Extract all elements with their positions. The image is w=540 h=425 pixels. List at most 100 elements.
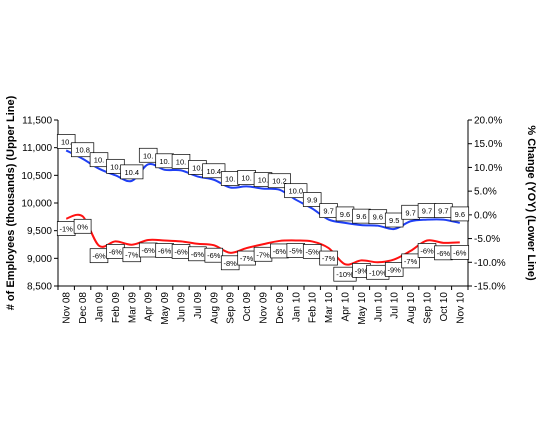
x-tick-label: Jul 09 [193, 292, 204, 319]
y-right-tick-label: -5.0% [474, 234, 500, 245]
svg-text:-6%: -6% [109, 247, 123, 256]
yoy-data-label: -6% [417, 243, 437, 258]
employees-data-label: 10.8 [71, 142, 95, 158]
svg-text:-6%: -6% [420, 246, 434, 255]
employees-data-label: 10. [56, 134, 76, 149]
employees-data-label: 10. [155, 153, 174, 169]
employees-line [65, 149, 461, 231]
yoy-data-label: -6% [155, 243, 174, 258]
employees-data-label: 9.6 [335, 206, 355, 222]
employees-data-label: 10.4 [120, 164, 144, 180]
svg-text:-7%: -7% [404, 257, 418, 266]
x-tick-label: Sep 09 [226, 292, 237, 324]
y-right-tick-label: 5.0% [474, 187, 497, 198]
yoy-data-label: -6% [434, 245, 453, 261]
svg-text:10.: 10. [143, 151, 153, 160]
svg-text:10.: 10. [225, 175, 235, 184]
y-left-tick-label: 9,500 [27, 226, 52, 237]
yoy-data-label: -6% [450, 245, 470, 260]
svg-text:-7%: -7% [240, 254, 254, 263]
svg-text:-6%: -6% [191, 250, 205, 259]
employees-data-label: 10. [220, 171, 240, 186]
y-right-tick-label: -15.0% [474, 282, 506, 293]
employees-data-label: 10. [138, 147, 158, 163]
x-tick-label: Jan 10 [291, 292, 302, 322]
svg-text:9.6: 9.6 [356, 212, 366, 221]
x-tick-label: Nov 08 [62, 292, 73, 324]
svg-text:10.4: 10.4 [206, 167, 221, 176]
y-left-tick-label: 10,000 [21, 199, 52, 210]
svg-text:-6%: -6% [142, 246, 156, 255]
y-right-tick-label: 0.0% [474, 210, 497, 221]
svg-text:10.: 10. [241, 173, 251, 182]
y-right-tick-label: 15.0% [474, 139, 502, 150]
y-left-tick-label: 11,000 [22, 143, 52, 154]
y-right-tick-label: -10.0% [474, 258, 506, 269]
yoy-data-label: -6% [171, 244, 191, 259]
svg-text:-7%: -7% [125, 251, 139, 260]
tick-labels: 8,500 9,000 9,500 10,000 10,500 11,000 11,500 -… [21, 116, 505, 325]
svg-text:-1%: -1% [60, 225, 74, 234]
employees-data-label: 9.5 [384, 212, 404, 228]
svg-text:10.: 10. [192, 163, 202, 172]
yoy-data-label: -7% [122, 247, 142, 263]
svg-text:10.: 10. [176, 157, 186, 166]
svg-text:10.8: 10.8 [75, 146, 90, 155]
employees-data-label: 9.6 [352, 208, 371, 224]
x-tick-label: May 10 [357, 292, 368, 325]
employees-data-label: 9.7 [401, 204, 420, 220]
x-tick-label: Jul 10 [390, 292, 401, 319]
svg-text:10.0: 10.0 [288, 187, 303, 196]
yoy-data-label: -5% [286, 243, 306, 258]
svg-text:-7%: -7% [322, 254, 336, 263]
svg-text:9.6: 9.6 [340, 210, 350, 219]
employees-data-label: 10. [89, 152, 109, 168]
yoy-data-label: -1% [56, 221, 76, 237]
svg-text:10.4: 10.4 [124, 168, 139, 177]
yoy-data-label: -5% [302, 244, 322, 259]
yoy-data-label: -6% [204, 247, 224, 263]
x-tick-label: Feb 09 [111, 292, 122, 324]
x-tick-label: Jun 10 [373, 292, 384, 322]
x-tick-label: Mar 09 [127, 292, 138, 324]
svg-text:-5%: -5% [289, 246, 303, 255]
x-tick-label: Apr 09 [144, 292, 155, 322]
y-left-tick-label: 9,000 [27, 254, 52, 265]
y-left-tick-label: 10,500 [21, 171, 52, 182]
svg-text:-6%: -6% [207, 251, 221, 260]
employees-data-label: 9.6 [368, 209, 388, 225]
employees-data-label: 9.6 [450, 206, 470, 222]
svg-text:-6%: -6% [273, 247, 287, 256]
svg-text:9.7: 9.7 [438, 207, 448, 216]
svg-text:0%: 0% [77, 222, 88, 231]
employees-data-label: 10. [171, 154, 191, 169]
x-tick-label: Nov 09 [259, 292, 270, 324]
employees-data-label: 9.9 [302, 192, 322, 207]
x-tick-label: Feb 10 [308, 292, 319, 324]
x-tick-label: May 09 [160, 292, 171, 325]
svg-text:9.5: 9.5 [389, 216, 399, 225]
svg-text:10.: 10. [110, 162, 120, 171]
yoy-data-label: -6% [138, 242, 158, 258]
y-left-tick-label: 11,500 [22, 116, 52, 127]
svg-text:-9%: -9% [388, 265, 402, 274]
svg-text:-6%: -6% [453, 248, 467, 257]
x-tick-label: Jan 09 [95, 292, 106, 322]
employees-data-label: 9.7 [417, 203, 437, 218]
x-tick-label: Nov 10 [455, 292, 466, 324]
svg-text:-6%: -6% [92, 252, 106, 261]
yoy-data-label: -6% [270, 243, 289, 259]
svg-text:-6%: -6% [174, 247, 188, 256]
svg-text:9.6: 9.6 [455, 210, 465, 219]
svg-text:9.9: 9.9 [307, 196, 317, 205]
y-axis-right-title: % Change (YOY) (Lower Line) [525, 125, 537, 281]
svg-text:9.7: 9.7 [422, 207, 432, 216]
yoy-data-label: -7% [237, 250, 256, 266]
yoy-data-label: -7% [253, 246, 273, 262]
svg-text:-6%: -6% [437, 249, 451, 258]
yoy-data-label: 0% [73, 218, 92, 234]
svg-text:-6%: -6% [158, 246, 172, 255]
yoy-data-label: -7% [319, 250, 338, 266]
svg-text:-5%: -5% [306, 247, 320, 256]
